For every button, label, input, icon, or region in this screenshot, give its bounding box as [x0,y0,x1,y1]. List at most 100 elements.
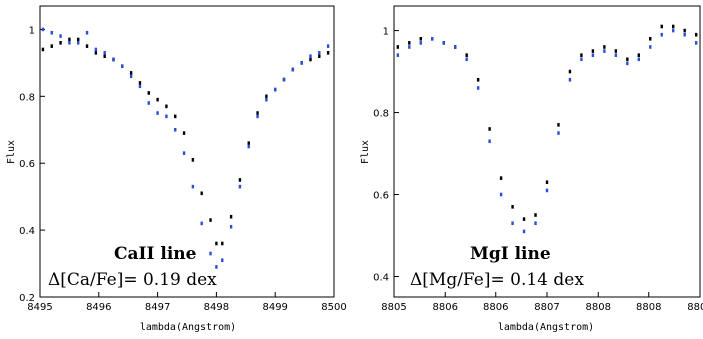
data-point [672,28,675,33]
data-point [408,41,411,45]
data-point [694,41,698,45]
data-point [614,49,618,53]
data-point [50,30,53,35]
x-tick-label: 8495 [27,302,52,313]
data-point [396,45,400,49]
data-point [265,97,268,102]
x-tick-label: 8500 [321,302,346,313]
data-point [274,87,277,92]
data-point [215,265,218,269]
x-tick-label: 8808 [586,302,611,313]
data-point [465,53,468,57]
chart-panel-mgi: Flux lambda(Angstrom) MgI line Δ[Mg/Fe]=… [360,5,703,333]
data-point [165,104,168,109]
data-point [476,77,480,82]
x-axis-label: lambda(Angstrom) [140,322,236,333]
data-point [174,127,177,132]
data-point [103,51,106,55]
data-point [229,214,233,219]
data-point [77,40,80,45]
data-point [557,123,560,127]
y-tick-label: 0.4 [373,273,389,284]
data-point [545,188,549,193]
y-tick-label: 0.8 [19,92,35,103]
annotation-title: MgI line [470,244,551,264]
data-point [534,213,537,217]
data-point [238,178,242,182]
data-point [488,139,491,144]
data-point [488,127,491,131]
data-point [534,221,537,226]
x-tick-label: 8806 [433,302,458,313]
data-point [129,74,133,79]
data-point [156,111,159,115]
data-point [580,57,583,62]
data-point [59,34,62,38]
data-point [209,218,212,222]
data-point [112,57,115,62]
data-point [300,61,303,65]
x-axis-label: lambda(Angstrom) [498,322,594,333]
plot-frame [39,5,335,298]
data-point [238,184,242,189]
data-point [614,53,618,57]
y-tick-label: 0.6 [19,159,35,170]
y-tick-label: 0.2 [19,293,35,304]
data-point [326,44,330,48]
data-point [265,94,268,99]
data-point [85,44,89,48]
data-point [68,37,71,42]
data-point [568,77,572,82]
data-point [59,40,62,45]
y-axis-label: Flux [360,140,371,164]
annotation-value: Δ[Mg/Fe]= 0.14 dex [410,270,584,290]
data-point [603,49,606,53]
data-point [138,81,142,85]
data-point [77,37,80,42]
x-tick-label: 8808 [636,302,661,313]
data-point [85,30,89,35]
y-tick-label: 1 [383,27,389,38]
x-tick-label: 8496 [86,302,111,313]
data-point [41,47,45,52]
data-point [603,45,606,49]
data-point [147,91,150,95]
x-tick-label: 8498 [204,302,229,313]
y-axis-label: Flux [6,140,17,164]
data-point [256,114,259,119]
data-point [282,77,286,82]
data-point [221,241,224,246]
data-point [256,111,259,115]
data-point [557,131,560,135]
data-point [672,24,675,29]
y-tick-label: 0.6 [373,191,389,202]
data-point [291,67,295,72]
data-point [465,57,468,62]
data-point [68,40,71,45]
data-point [129,71,133,75]
data-point [626,57,629,62]
data-point [247,144,250,149]
data-point [121,64,124,69]
data-point [326,51,330,55]
data-point [637,57,640,62]
data-point [683,28,686,33]
data-point [660,32,663,37]
data-point [660,24,663,29]
data-point [694,32,698,37]
data-point [138,84,142,89]
data-point [147,101,150,105]
data-point [626,61,629,66]
x-tick-label: 8809 [687,302,703,313]
x-tick-label: 8497 [145,302,170,313]
data-point [94,47,98,52]
data-point [683,32,686,37]
data-point [50,44,53,48]
data-point [221,258,224,263]
data-point [419,41,422,45]
data-point [182,151,186,155]
x-tick-label: 8499 [262,302,287,313]
data-point [545,180,549,185]
x-tick-label: 8805 [381,302,406,313]
data-point [649,45,652,49]
